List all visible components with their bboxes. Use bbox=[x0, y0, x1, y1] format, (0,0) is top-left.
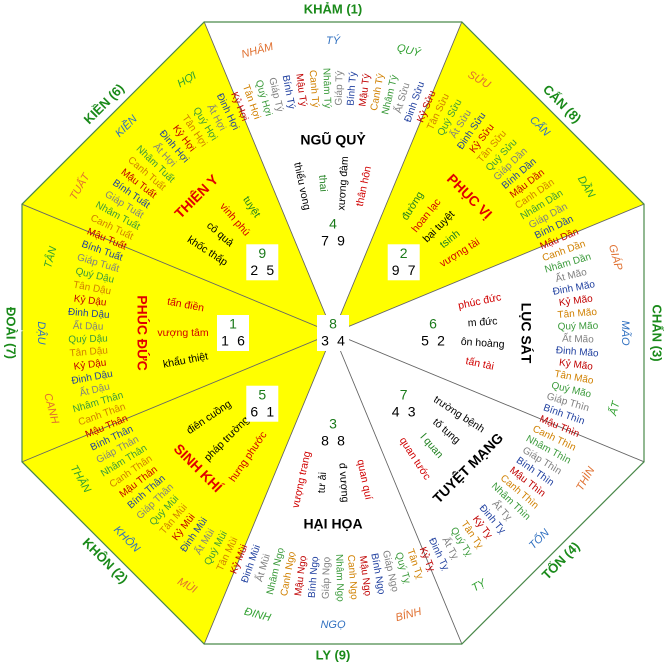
star-box bbox=[246, 385, 279, 422]
flying-star: 9 bbox=[258, 245, 266, 261]
year-label: Quý Mão bbox=[557, 321, 598, 333]
year-label: Mậu Tý bbox=[358, 73, 373, 107]
star-name: HẠI HỌA bbox=[303, 516, 362, 532]
note: xương đàm bbox=[335, 156, 351, 211]
note: vượng tâm bbox=[157, 327, 209, 339]
year-label: Nhâm Tý bbox=[320, 68, 332, 109]
center-box bbox=[317, 315, 349, 351]
year-label: Canh Tý bbox=[307, 70, 321, 108]
flying-star: 1 bbox=[221, 333, 229, 349]
star-name: PHÚC ĐỨC bbox=[134, 295, 151, 370]
note: ôn hoàng bbox=[460, 336, 505, 351]
year-label: Đinh Dậu bbox=[68, 307, 110, 321]
mountain-label: QUÝ bbox=[396, 41, 423, 60]
year-label: Tân Dậu bbox=[69, 345, 108, 359]
star-box bbox=[317, 415, 349, 451]
palace-label: ĐOÀI (7) bbox=[4, 307, 19, 359]
year-label: Quý Dậu bbox=[68, 334, 108, 346]
star-box bbox=[317, 215, 349, 251]
flying-star: 8 bbox=[337, 433, 345, 449]
flying-star: 5 bbox=[258, 386, 266, 402]
flying-star: 6 bbox=[429, 316, 437, 332]
flying-star: 6 bbox=[250, 403, 258, 419]
year-label: Tân Mão bbox=[557, 307, 598, 321]
flying-star: 8 bbox=[321, 433, 329, 449]
center-star: 8 bbox=[329, 316, 337, 332]
flying-star: 2 bbox=[250, 262, 258, 278]
note: tư ải bbox=[316, 472, 329, 494]
mountain-label: DẬU bbox=[35, 321, 48, 344]
flying-star: 4 bbox=[392, 403, 400, 419]
note: m đức bbox=[467, 315, 498, 329]
palace-label: KHẢM (1) bbox=[304, 1, 363, 16]
year-label: Bính Ngọ bbox=[307, 556, 321, 599]
mountain-label: ẤT bbox=[606, 399, 623, 418]
year-label: Ất Mão bbox=[562, 332, 594, 346]
star-box bbox=[246, 244, 279, 281]
flying-star: 3 bbox=[408, 403, 416, 419]
year-label: Kỷ Mão bbox=[558, 356, 594, 372]
mountain-label: TÂN bbox=[41, 245, 59, 270]
flying-star: 7 bbox=[400, 386, 408, 402]
year-label: Đinh Mão bbox=[555, 345, 599, 359]
year-label: Kỷ Mão bbox=[558, 292, 594, 308]
star-box bbox=[387, 385, 420, 422]
flying-star: 1 bbox=[229, 316, 237, 332]
year-label: Giáp Ngọ bbox=[321, 556, 333, 599]
year-label: Canh Ngọ bbox=[345, 554, 360, 600]
flying-star: 3 bbox=[329, 416, 337, 432]
flying-star: 9 bbox=[392, 262, 400, 278]
note: tấn tài bbox=[465, 355, 495, 373]
year-label: Mậu Ngọ bbox=[293, 555, 309, 597]
flying-star: 7 bbox=[408, 262, 416, 278]
flying-star: 4 bbox=[329, 216, 337, 232]
octagon-outline bbox=[21, 21, 645, 645]
flying-star: 6 bbox=[237, 333, 245, 349]
flying-star: 2 bbox=[437, 333, 445, 349]
year-label: Nhâm Ngọ bbox=[333, 554, 345, 603]
star-box bbox=[417, 315, 449, 351]
flying-star: 2 bbox=[400, 245, 408, 261]
flying-star: 9 bbox=[337, 233, 345, 249]
palace-label: LY (9) bbox=[316, 647, 351, 662]
star-box bbox=[387, 244, 420, 281]
year-label: Ất Dậu bbox=[73, 319, 104, 333]
note: thai bbox=[316, 174, 329, 192]
flying-star: 5 bbox=[266, 262, 274, 278]
center-star: 3 bbox=[321, 333, 329, 349]
year-label: Mậu Ngọ bbox=[357, 555, 373, 597]
year-label: Bính Tý bbox=[346, 71, 360, 106]
center-star: 4 bbox=[337, 333, 345, 349]
palace-label: CHẤN (3) bbox=[650, 304, 665, 361]
mountain-label: NGỌ bbox=[320, 619, 346, 631]
flying-star: 5 bbox=[421, 333, 429, 349]
star-box bbox=[217, 315, 249, 351]
note: đ vượng bbox=[336, 462, 351, 503]
year-label: Giáp Tý bbox=[334, 71, 346, 106]
mountain-label: TÝ bbox=[326, 34, 341, 47]
star-name: NGŨ QUỶ bbox=[300, 131, 366, 148]
year-label: Kỷ Dậu bbox=[73, 357, 107, 373]
year-label: Kỷ Dậu bbox=[73, 293, 107, 309]
mountain-label: MÃO bbox=[619, 320, 632, 346]
star-name: LỤC SÁT bbox=[518, 303, 534, 364]
flying-star: 1 bbox=[266, 403, 274, 419]
flying-star: 7 bbox=[321, 233, 329, 249]
year-label: Mậu Tý bbox=[293, 73, 308, 107]
